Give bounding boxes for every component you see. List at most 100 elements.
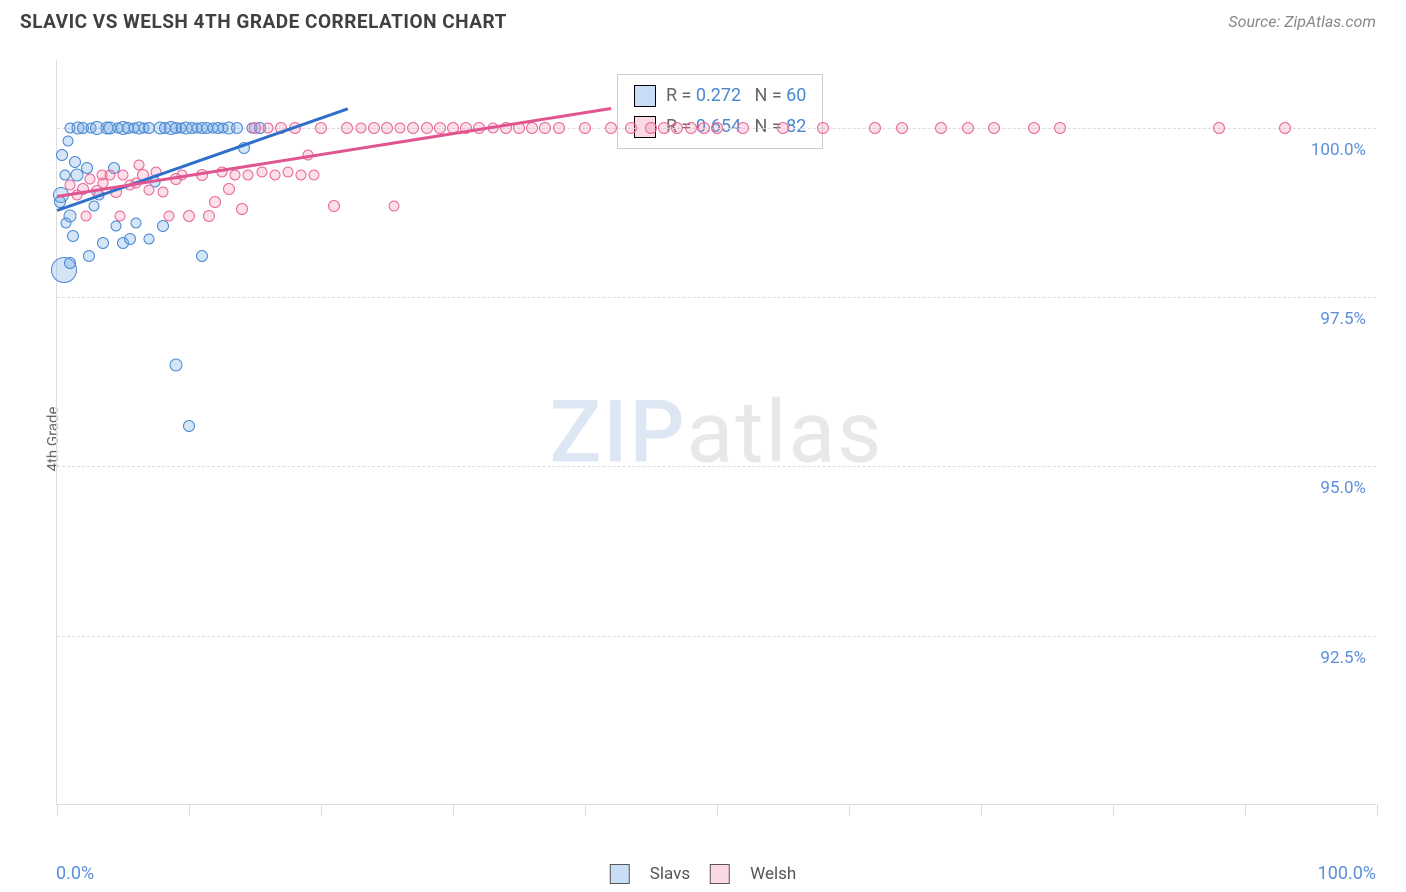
data-point	[64, 257, 76, 269]
data-point	[209, 196, 221, 208]
gridline	[57, 466, 1376, 467]
data-point	[157, 187, 168, 198]
data-point	[658, 122, 670, 134]
x-tick	[1245, 804, 1246, 816]
data-point	[144, 234, 155, 245]
legend-label: Welsh	[750, 864, 796, 884]
x-tick	[1113, 804, 1114, 816]
data-point	[263, 122, 274, 133]
data-point	[434, 122, 446, 134]
x-max-label: 100.0%	[1318, 863, 1376, 884]
data-point	[131, 217, 142, 228]
data-point	[1213, 122, 1225, 134]
data-point	[1028, 122, 1040, 134]
data-point	[645, 122, 657, 134]
data-point	[65, 180, 76, 191]
data-point	[61, 217, 72, 228]
data-point	[421, 122, 433, 134]
source-label: Source: ZipAtlas.com	[1228, 12, 1376, 31]
data-point	[407, 122, 419, 134]
y-tick-label: 92.5%	[1320, 648, 1366, 668]
chart-title: SLAVIC VS WELSH 4TH GRADE CORRELATION CH…	[20, 10, 507, 33]
x-tick	[585, 804, 586, 816]
data-point	[869, 122, 881, 134]
data-point	[203, 210, 215, 222]
y-tick-label: 100.0%	[1311, 140, 1366, 160]
data-point	[269, 170, 280, 181]
x-tick	[717, 804, 718, 816]
data-point	[124, 233, 136, 245]
data-point	[62, 136, 73, 147]
data-point	[133, 159, 144, 170]
data-point	[698, 122, 710, 134]
series-legend: Slavs Welsh	[610, 864, 796, 884]
data-point	[671, 122, 683, 134]
data-point	[1279, 122, 1291, 134]
legend-r-value: 0.272	[696, 81, 741, 112]
data-point	[231, 122, 243, 134]
legend-label: Slavs	[650, 864, 690, 884]
x-tick	[849, 804, 850, 816]
data-point	[183, 210, 195, 222]
legend-r-key: R =	[666, 81, 696, 112]
gridline	[57, 636, 1376, 637]
data-point	[368, 122, 380, 134]
x-tick	[321, 804, 322, 816]
legend-swatch	[710, 864, 730, 884]
data-point	[777, 122, 789, 134]
x-tick	[981, 804, 982, 816]
gridline	[57, 297, 1376, 298]
data-point	[97, 237, 109, 249]
data-point	[256, 166, 267, 177]
data-point	[83, 250, 95, 262]
data-point	[169, 358, 182, 371]
data-point	[249, 122, 261, 134]
data-point	[157, 220, 169, 232]
data-point	[381, 122, 393, 134]
data-point	[711, 122, 723, 134]
data-point	[296, 170, 307, 181]
x-tick	[453, 804, 454, 816]
data-point	[355, 122, 366, 133]
legend-swatch	[610, 864, 630, 884]
data-point	[817, 122, 829, 134]
data-point	[896, 122, 908, 134]
data-point	[605, 122, 617, 134]
data-point	[579, 122, 591, 134]
y-tick-label: 97.5%	[1320, 309, 1366, 329]
data-point	[81, 210, 92, 221]
chart-container: 4th Grade ZIPatlas R = 0.272 N = 60R = 0…	[20, 50, 1386, 880]
data-point	[196, 250, 208, 262]
data-point	[67, 230, 79, 242]
data-point	[935, 122, 947, 134]
data-point	[85, 173, 96, 184]
data-point	[388, 200, 399, 211]
legend-n-value: 60	[786, 81, 806, 112]
data-point	[283, 166, 294, 177]
data-point	[625, 122, 637, 134]
data-point	[243, 170, 254, 181]
data-point	[988, 122, 1000, 134]
data-point	[539, 122, 551, 134]
plot-area: ZIPatlas R = 0.272 N = 60R = 0.654 N = 8…	[56, 60, 1376, 805]
data-point	[553, 122, 565, 134]
data-point	[737, 122, 749, 134]
x-tick	[189, 804, 190, 816]
legend-n-key: N =	[741, 81, 786, 112]
x-tick	[1377, 804, 1378, 816]
data-point	[115, 210, 126, 221]
data-point	[56, 149, 68, 161]
data-point	[118, 170, 129, 181]
y-tick-label: 95.0%	[1320, 478, 1366, 498]
data-point	[526, 122, 538, 134]
data-point	[223, 183, 235, 195]
data-point	[236, 203, 248, 215]
data-point	[69, 156, 81, 168]
x-min-label: 0.0%	[56, 863, 94, 884]
data-point	[164, 210, 175, 221]
data-point	[96, 170, 107, 181]
data-point	[183, 420, 195, 432]
data-point	[685, 122, 697, 134]
data-point	[144, 185, 155, 196]
data-point	[341, 122, 353, 134]
